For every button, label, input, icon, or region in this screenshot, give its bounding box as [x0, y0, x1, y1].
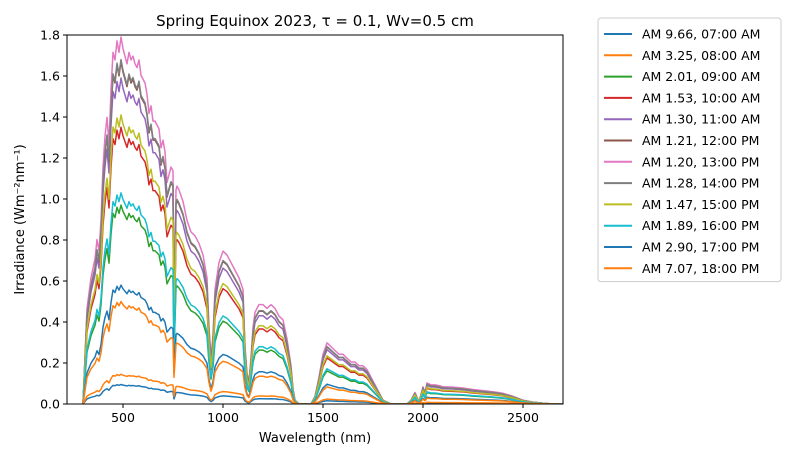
- legend-entry: AM 1.20, 13:00 PM: [642, 154, 759, 169]
- series-line-7: [82, 36, 563, 404]
- y-axis-label: Irradiance (Wm⁻²nm⁻¹): [13, 144, 28, 294]
- legend-entry: AM 1.47, 15:00 PM: [642, 197, 759, 212]
- x-axis-label: Wavelength (nm): [259, 431, 371, 446]
- y-tick-label: 0.2: [40, 356, 60, 371]
- y-tick-label: 0.0: [40, 397, 60, 412]
- y-tick-label: 0.4: [40, 315, 60, 330]
- legend-entry: AM 2.01, 09:00 AM: [642, 69, 760, 84]
- y-tick-label: 0.6: [40, 274, 60, 289]
- legend-entry: AM 3.25, 08:00 AM: [642, 48, 760, 63]
- series-line-1: [82, 383, 563, 404]
- series-line-10: [82, 192, 563, 404]
- legend-entry: AM 9.66, 07:00 AM: [642, 27, 760, 42]
- x-tick-label: 500: [111, 410, 135, 425]
- legend-entry: AM 1.89, 16:00 PM: [642, 218, 759, 233]
- x-axis: 500 1000 1500 2000 2500: [111, 404, 539, 425]
- plot-lines: [82, 36, 563, 404]
- legend-entry: AM 7.07, 18:00 PM: [642, 261, 759, 276]
- chart-title: Spring Equinox 2023, τ = 0.1, Wv=0.5 cm: [156, 12, 474, 30]
- series-line-12: [82, 300, 563, 404]
- y-axis: 0.0 0.2 0.4 0.6 0.8 1.0 1.2 1.4 1.6 1.8: [40, 28, 67, 412]
- legend: AM 9.66, 07:00 AM AM 3.25, 08:00 AM AM 2.0…: [597, 17, 782, 283]
- x-tick-label: 1000: [207, 410, 239, 425]
- y-tick-label: 1.4: [40, 110, 60, 125]
- y-tick-label: 1.8: [40, 28, 60, 43]
- legend-entry: AM 1.21, 12:00 PM: [642, 133, 759, 148]
- legend-entry: AM 1.53, 10:00 AM: [642, 90, 760, 105]
- legend-entry: AM 1.28, 14:00 PM: [642, 176, 759, 191]
- y-tick-label: 0.8: [40, 233, 60, 248]
- legend-box: [597, 17, 782, 283]
- x-tick-label: 2500: [507, 410, 539, 425]
- series-line-2: [82, 373, 563, 404]
- y-tick-label: 1.0: [40, 192, 60, 207]
- y-tick-label: 1.6: [40, 69, 60, 84]
- x-tick-label: 2000: [407, 410, 439, 425]
- plot-frame: [66, 34, 564, 405]
- legend-entry: AM 1.30, 11:00 AM: [642, 112, 760, 127]
- y-tick-label: 1.2: [40, 151, 60, 166]
- legend-entry: AM 2.90, 17:00 PM: [642, 240, 759, 255]
- series-line-11: [82, 284, 563, 404]
- x-tick-label: 1500: [307, 410, 339, 425]
